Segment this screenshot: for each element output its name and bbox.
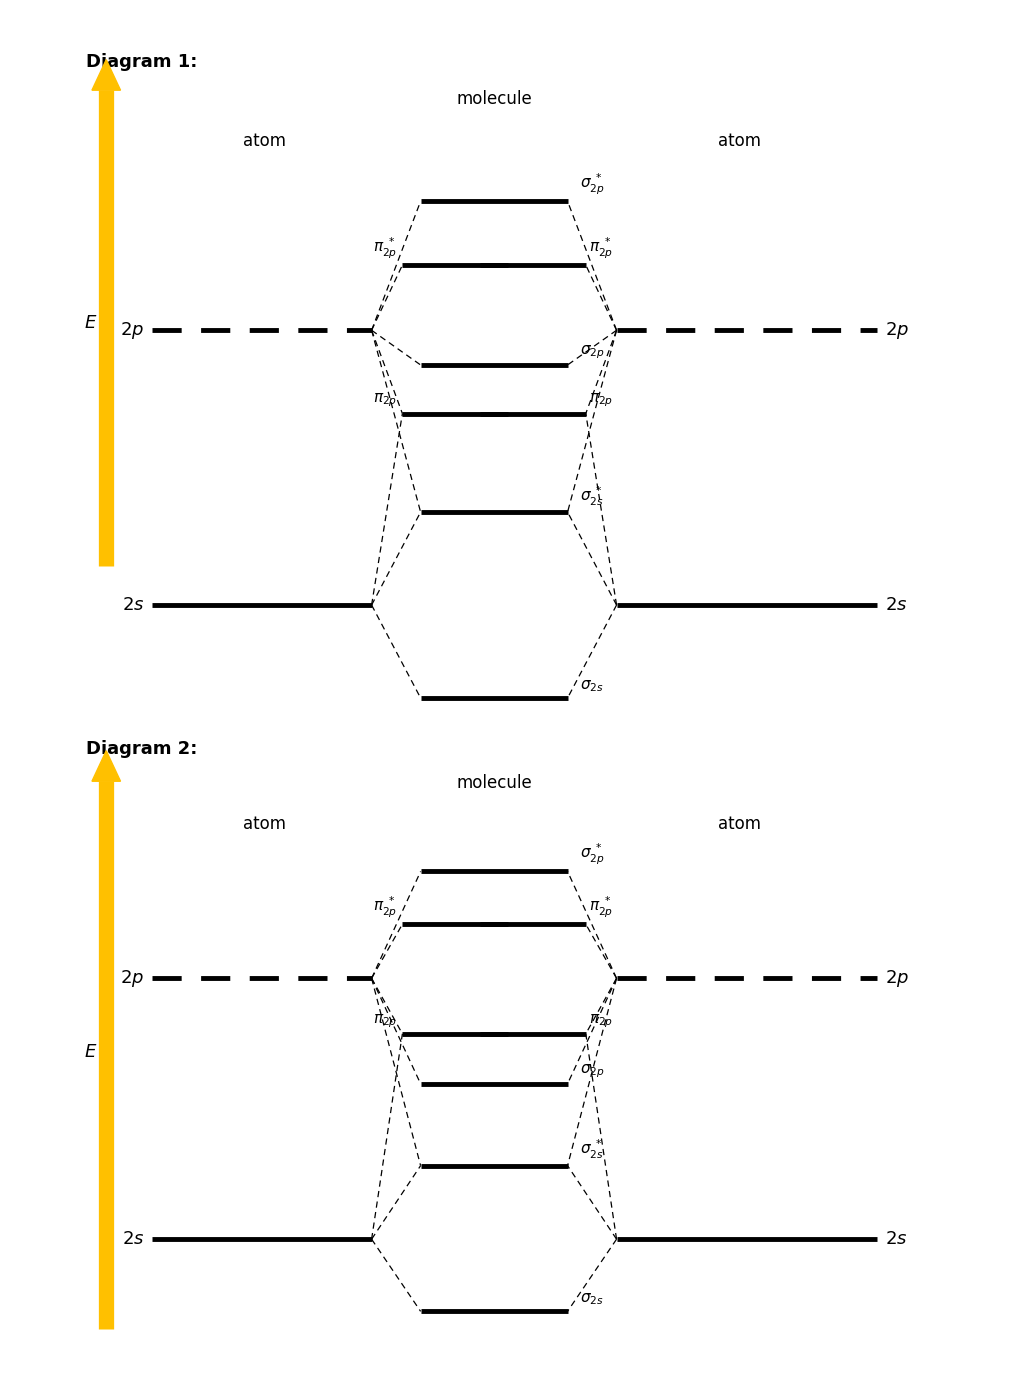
Text: $\pi_{2p}^{\ *}$: $\pi_{2p}^{\ *}$: [374, 236, 397, 261]
Text: $2p$: $2p$: [120, 967, 144, 988]
Polygon shape: [92, 60, 120, 91]
Text: atom: atom: [717, 131, 760, 149]
Text: $\sigma_{2s}^{\ *}$: $\sigma_{2s}^{\ *}$: [579, 484, 604, 508]
Text: $\pi_{2p}$: $\pi_{2p}$: [374, 392, 397, 409]
Text: $\sigma_{2p}$: $\sigma_{2p}$: [579, 1062, 604, 1079]
Text: $\pi_{2p}$: $\pi_{2p}$: [589, 1012, 613, 1030]
Text: $\sigma_{2p}^{\ *}$: $\sigma_{2p}^{\ *}$: [579, 172, 604, 197]
Text: $2s$: $2s$: [121, 1230, 144, 1248]
Text: $2s$: $2s$: [885, 596, 908, 614]
Text: $\pi_{2p}^{\ *}$: $\pi_{2p}^{\ *}$: [589, 236, 613, 261]
Text: $2s$: $2s$: [885, 1230, 908, 1248]
Text: $\pi_{2p}$: $\pi_{2p}$: [374, 1012, 397, 1030]
Text: molecule: molecule: [456, 91, 532, 109]
Text: $\sigma_{2p}$: $\sigma_{2p}$: [579, 343, 604, 360]
Text: $E$: $E$: [84, 1043, 98, 1061]
Text: atom: atom: [243, 815, 286, 832]
Text: $2s$: $2s$: [121, 596, 144, 614]
Text: $\sigma_{2s}^{\ *}$: $\sigma_{2s}^{\ *}$: [579, 1138, 604, 1161]
Text: $\sigma_{2s}$: $\sigma_{2s}$: [579, 1291, 604, 1307]
Text: $\pi_{2p}^{\ *}$: $\pi_{2p}^{\ *}$: [374, 895, 397, 920]
Text: atom: atom: [717, 815, 760, 832]
Text: $2p$: $2p$: [120, 320, 144, 341]
Text: Diagram 1:: Diagram 1:: [85, 53, 198, 71]
Text: $2p$: $2p$: [885, 967, 909, 988]
Text: $\sigma_{2p}^{\ *}$: $\sigma_{2p}^{\ *}$: [579, 842, 604, 867]
Text: atom: atom: [243, 131, 286, 149]
Text: $\pi_{2p}$: $\pi_{2p}$: [589, 392, 613, 409]
Text: molecule: molecule: [456, 775, 532, 793]
Text: Diagram 2:: Diagram 2:: [85, 740, 198, 758]
Polygon shape: [92, 751, 120, 782]
Text: $\sigma_{2s}$: $\sigma_{2s}$: [579, 678, 604, 694]
Text: $E$: $E$: [84, 314, 98, 332]
Text: $2p$: $2p$: [885, 320, 909, 341]
Text: $\pi_{2p}^{\ *}$: $\pi_{2p}^{\ *}$: [589, 895, 613, 920]
